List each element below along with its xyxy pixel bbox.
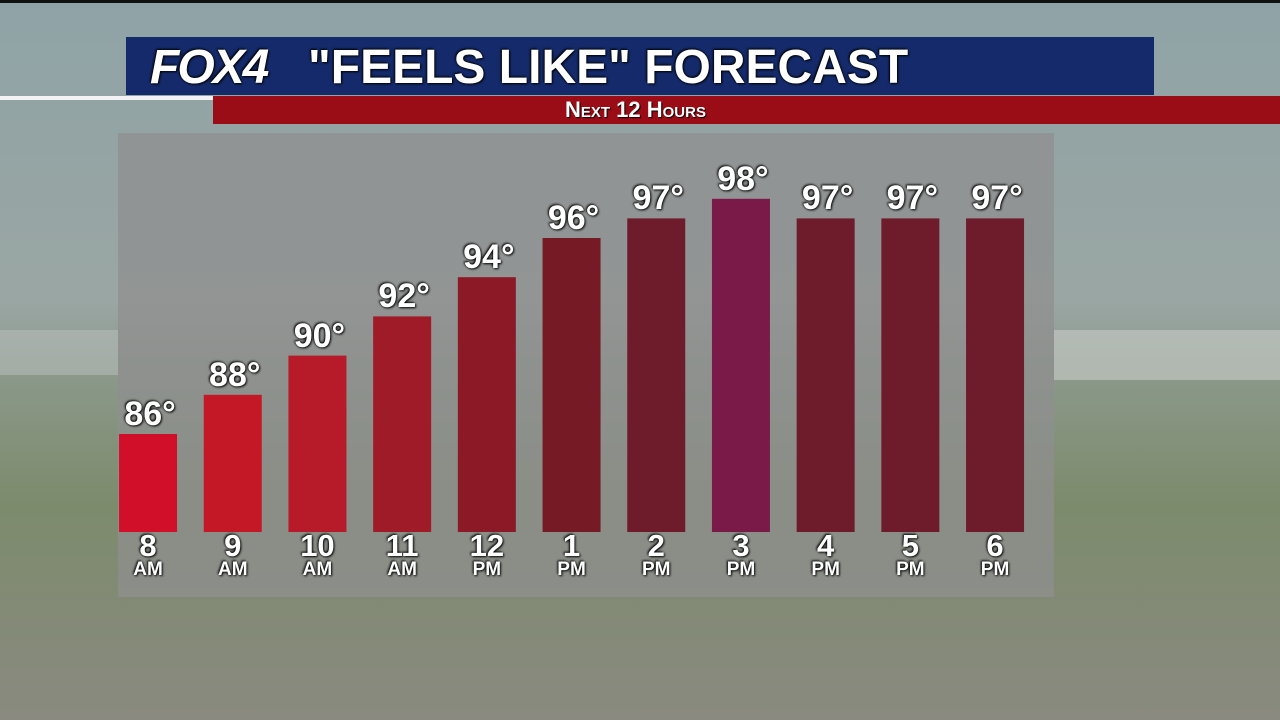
value-label: 96° (547, 199, 600, 237)
terminal (0, 330, 118, 375)
x-tick-label: 11 AM (385, 528, 419, 580)
value-label: 90° (293, 316, 346, 355)
bar (627, 218, 686, 532)
bar (373, 316, 432, 532)
chart-subtitle: Next 12 Hours (565, 97, 706, 122)
x-tick-label: 5 PM (896, 528, 925, 580)
value-label: 97° (886, 179, 939, 218)
bar (542, 238, 601, 532)
x-tick-label: 4 PM (811, 528, 840, 580)
rule-line (0, 96, 213, 100)
value-label: 94° (463, 238, 515, 277)
value-label: 97° (971, 179, 1023, 218)
title-banner (126, 37, 1154, 95)
x-tick-label: 6 PM (980, 528, 1010, 580)
value-label: 98° (717, 159, 769, 198)
terminal (1054, 330, 1280, 380)
bar (288, 355, 347, 532)
bar (966, 218, 1025, 532)
bar (881, 218, 940, 532)
value-label: 97° (632, 179, 684, 218)
x-tick-label: 1 PM (557, 528, 586, 580)
value-label: 86° (124, 395, 176, 433)
logo: FOX4 (150, 41, 269, 94)
x-tick-label: 12 PM (469, 528, 505, 580)
bar (203, 394, 262, 532)
value-label: 92° (378, 277, 430, 316)
value-label: 88° (209, 355, 261, 394)
x-tick-label: 8 AM (133, 528, 163, 580)
subtitle-banner (213, 96, 1280, 124)
top-edge (0, 0, 1280, 3)
bar (457, 277, 516, 532)
bar (119, 434, 178, 532)
x-tick-label: 3 PM (726, 528, 756, 580)
value-label: 97° (801, 179, 854, 218)
x-tick-label: 10 AM (300, 528, 335, 580)
chart-title: "FEELS LIKE" FORECAST (308, 41, 909, 94)
bar (796, 218, 855, 532)
x-tick-label: 2 PM (642, 528, 671, 580)
x-tick-label: 9 AM (217, 528, 248, 580)
bar (711, 198, 770, 533)
